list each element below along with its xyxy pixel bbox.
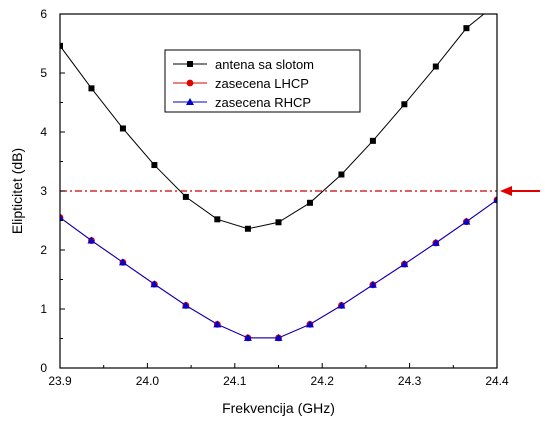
data-point: [337, 301, 346, 309]
legend-label: zasecena RHCP: [215, 95, 311, 110]
y-tick-label: 4: [40, 125, 47, 139]
data-point: [338, 171, 345, 178]
x-tick-label: 24.1: [223, 374, 247, 388]
x-tick-label: 24.4: [485, 374, 509, 388]
arrow-head: [500, 186, 512, 196]
data-point: [150, 280, 159, 288]
legend-label: antena sa slotom: [215, 57, 314, 72]
data-point: [88, 85, 95, 92]
y-tick-label: 6: [40, 7, 47, 21]
data-point: [368, 280, 377, 288]
data-point: [463, 25, 470, 32]
data-point: [181, 301, 190, 309]
legend: antena sa slotom zasecena LHCP zasecena RH…: [164, 49, 361, 113]
data-point: [369, 137, 376, 144]
x-tick-label: 24.2: [311, 374, 335, 388]
data-point: [60, 213, 64, 221]
data-point: [243, 333, 252, 341]
y-tick-label: 1: [40, 302, 47, 316]
y-tick-label: 0: [40, 361, 47, 375]
data-point: [462, 217, 471, 225]
data-point: [306, 199, 313, 206]
data-point: [275, 219, 282, 226]
data-point: [60, 42, 63, 49]
data-point: [213, 320, 222, 328]
data-point: [118, 258, 127, 266]
data-point: [432, 63, 439, 70]
plot-layer: [60, 14, 497, 342]
x-tick-label: 24.0: [136, 374, 160, 388]
data-point: [493, 195, 497, 203]
data-point: [431, 238, 440, 246]
x-tick-label: 24.3: [398, 374, 422, 388]
data-point: [182, 193, 189, 200]
legend-marker: [186, 98, 194, 105]
legend-marker: [187, 61, 193, 67]
legend-label: zasecena LHCP: [215, 76, 309, 91]
data-point: [401, 101, 408, 108]
data-point: [274, 333, 283, 341]
x-axis-title: Frekvencija (GHz): [222, 400, 335, 416]
data-point: [244, 225, 251, 232]
data-point: [119, 125, 126, 132]
data-point: [214, 216, 221, 223]
y-axis-title: Elipticitet (dB): [9, 148, 25, 234]
series-line: [60, 14, 485, 230]
series-group: [60, 14, 497, 342]
axes-layer: 23.9 24.0 24.1 24.2 24.3 24.4 0 1 2 3 4 5 6 Frekvenci…: [9, 7, 540, 416]
data-point: [305, 320, 314, 328]
legend-marker: [186, 79, 194, 87]
data-point: [400, 260, 409, 268]
data-point: [151, 162, 158, 169]
y-tick-label: 3: [40, 184, 47, 198]
y-tick-label: 5: [40, 66, 47, 80]
data-point: [87, 236, 96, 244]
y-tick-label: 2: [40, 243, 47, 257]
x-tick-label: 23.9: [48, 374, 72, 388]
